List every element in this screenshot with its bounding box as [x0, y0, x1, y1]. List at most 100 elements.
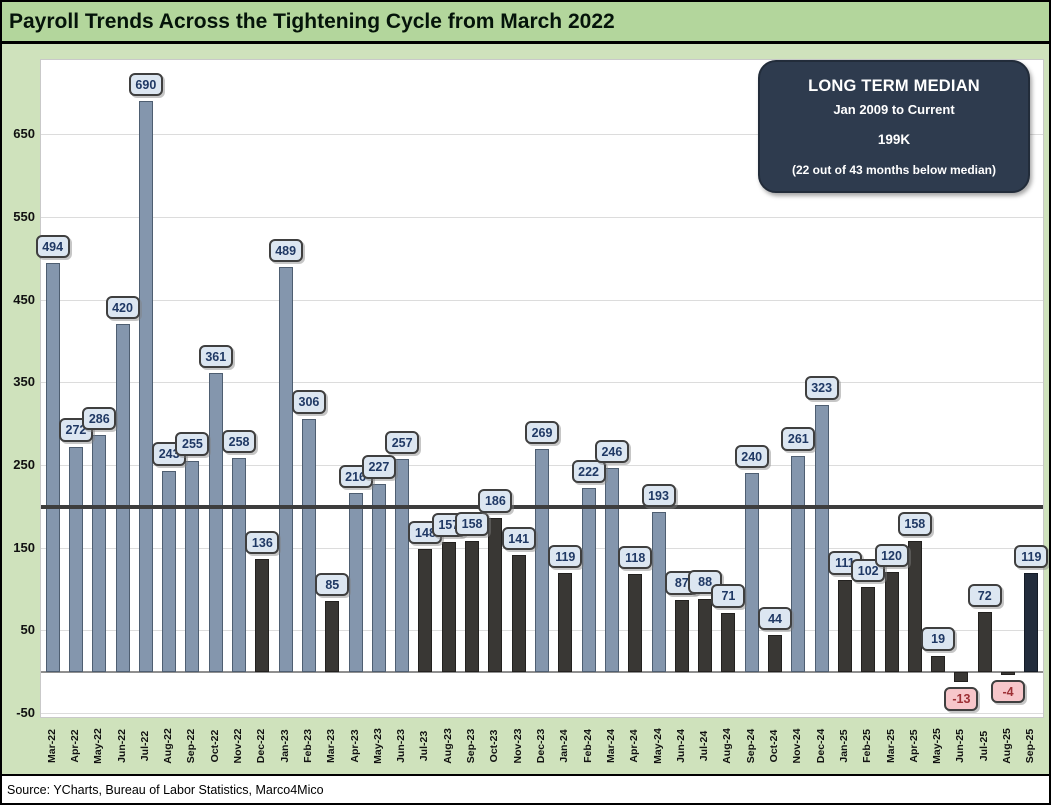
bar-value-label: 119 [548, 544, 583, 569]
bar [278, 267, 293, 672]
bar-value-label: 323 [804, 376, 839, 400]
bar [791, 455, 806, 672]
bar [674, 599, 689, 672]
bar-value-label: 690 [128, 72, 163, 97]
bar-value-label: -4 [991, 679, 1026, 704]
legend-title: LONG TERM MEDIAN [808, 77, 980, 95]
legend-median-value: 199K [877, 132, 911, 147]
bar [68, 446, 83, 672]
bar-value-label: 44 [758, 606, 793, 631]
legend-note: (22 out of 43 months below median) [791, 163, 997, 177]
bar-value-label: 257 [385, 430, 420, 455]
gridline [41, 712, 1043, 714]
bar [698, 598, 713, 672]
bar [1001, 671, 1016, 675]
y-axis-tick-label: 650 [13, 126, 35, 142]
bar [465, 540, 480, 672]
bar-value-label: 118 [618, 545, 653, 570]
gridline [41, 134, 1043, 136]
title-band: Payroll Trends Across the Tightening Cyc… [2, 2, 1049, 44]
bar-value-label: 306 [291, 390, 326, 414]
bar-value-label: 494 [35, 234, 70, 259]
bar [907, 540, 922, 672]
bar [931, 655, 946, 672]
median-legend-box: LONG TERM MEDIAN Jan 2009 to Current 199… [758, 60, 1030, 193]
zero-axis-line [41, 670, 1043, 673]
y-axis-tick-label: -50 [16, 704, 35, 720]
y-axis-tick-label: 50 [20, 622, 35, 638]
bar [348, 493, 363, 672]
bar [255, 559, 270, 672]
bar [861, 587, 876, 672]
bar [162, 470, 177, 672]
bar-value-label: 158 [897, 512, 932, 536]
bar-value-label: 141 [501, 526, 536, 551]
bar [651, 512, 666, 672]
bar-value-label: 158 [455, 512, 490, 536]
bar [371, 483, 386, 672]
bar [138, 101, 153, 672]
bar-value-label: 136 [245, 530, 280, 555]
y-axis-tick-label: 150 [13, 539, 35, 555]
bar-value-label: 255 [175, 432, 210, 456]
bar [488, 517, 503, 672]
bar [768, 635, 783, 672]
source-text: Source: YCharts, Bureau of Labor Statist… [7, 782, 324, 797]
bar [208, 373, 223, 672]
gridline [41, 217, 1043, 219]
bar [535, 449, 549, 672]
bar [185, 460, 200, 672]
bar-value-label: 72 [967, 583, 1002, 608]
x-axis-tick-label: Sep-25 [1024, 728, 1037, 764]
bar-value-label: 258 [222, 429, 257, 454]
bar [301, 418, 316, 672]
bar-value-label: 361 [198, 344, 233, 369]
bar [395, 459, 410, 672]
bar-value-label: 193 [641, 483, 676, 508]
bar [977, 612, 992, 672]
bar-value-label: 286 [82, 406, 117, 431]
y-axis-tick-label: 450 [13, 291, 35, 307]
y-axis-tick-label: 350 [13, 374, 35, 390]
bar [418, 549, 433, 672]
page-title: Payroll Trends Across the Tightening Cyc… [9, 9, 615, 33]
bar-value-label: 420 [105, 295, 140, 320]
bar-value-label: 489 [268, 238, 303, 263]
bar [604, 468, 619, 672]
bar-value-label: 240 [734, 444, 769, 469]
bar [744, 473, 759, 672]
bar [837, 579, 852, 672]
bar-value-label: 85 [315, 572, 350, 597]
bar [721, 612, 736, 672]
legend-subtitle: Jan 2009 to Current [833, 102, 955, 117]
bar [115, 324, 130, 672]
bar-value-label: 246 [594, 439, 629, 464]
bar-value-label: 222 [571, 459, 606, 484]
bar [558, 573, 573, 672]
median-line [41, 505, 1043, 510]
gridline [41, 299, 1043, 301]
bar-value-label: 120 [874, 543, 909, 568]
bar [884, 572, 899, 672]
bar-value-label: 261 [781, 427, 816, 451]
bar [325, 601, 340, 672]
bar [954, 671, 969, 683]
bar [581, 488, 596, 672]
bar-value-label: 71 [711, 584, 746, 608]
y-axis-tick-label: 250 [13, 456, 35, 472]
bar [45, 263, 60, 672]
bar-value-label: -13 [944, 687, 979, 711]
bar-value-label: 269 [525, 420, 559, 445]
y-axis-tick-label: 550 [13, 209, 35, 225]
bar-value-label: 119 [1014, 544, 1049, 569]
bar [232, 458, 247, 672]
bar-value-label: 227 [361, 455, 396, 479]
bar [511, 555, 526, 672]
bar [628, 574, 643, 672]
bar-value-label: 19 [921, 627, 956, 651]
bar-value-label: 186 [478, 489, 513, 513]
chart-area: 494 272 286 420 690 243 255 361 258 136 489 306 85 21… [2, 47, 1049, 774]
bar [814, 404, 829, 672]
bar [92, 435, 107, 672]
